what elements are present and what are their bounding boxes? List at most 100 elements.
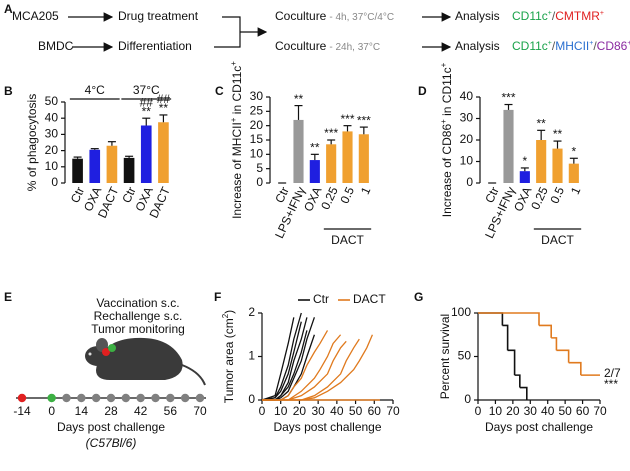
event-dot — [77, 393, 86, 403]
separator: / — [593, 39, 597, 53]
y-axis-label-part: in CD11c — [230, 66, 244, 118]
survival-step — [478, 312, 504, 326]
event-dot — [151, 393, 160, 403]
survival-step — [507, 349, 516, 376]
y-axis-label-part: ) — [222, 310, 236, 314]
line — [261, 317, 295, 401]
error-bar — [520, 167, 529, 172]
x-tick-label: 40 — [330, 404, 344, 418]
error-bar — [569, 157, 578, 164]
x-tick-label: 0 — [475, 404, 482, 418]
error-bar — [504, 103, 513, 110]
marker-sup: + — [548, 40, 552, 47]
workflow-arrows — [68, 12, 452, 52]
panel-label: G — [414, 290, 423, 304]
y-tick-label: 30 — [460, 111, 474, 125]
marker-name: CD11c — [512, 39, 548, 53]
event-dot — [91, 393, 101, 403]
x-tick-label: 42 — [134, 404, 148, 418]
y-axis-label-part: Increase of CD86 — [440, 124, 454, 218]
bar — [342, 131, 353, 183]
survival-step — [514, 374, 521, 388]
significance: * — [522, 154, 527, 168]
bar — [503, 109, 514, 183]
bar — [72, 158, 83, 183]
y-axis-label-part: Tumor area (cm — [222, 318, 236, 403]
error-bar — [125, 155, 134, 158]
x-tick-label: 0 — [259, 404, 266, 418]
x-tick-label: 0 — [48, 404, 55, 418]
bar — [106, 145, 118, 183]
group-label: 37°C — [133, 83, 160, 97]
y-tick-label: 10 — [45, 159, 59, 173]
condition: - 24h, 37°C — [329, 42, 380, 53]
error-bar — [310, 153, 319, 161]
y-tick-label: 30 — [250, 89, 264, 103]
bar — [519, 171, 530, 183]
bar — [568, 163, 579, 183]
marker-name: MHCII — [555, 39, 589, 53]
significance: ** — [536, 116, 546, 130]
y-axis-label: Increase of MHCII+ in CD11c+ — [229, 61, 245, 219]
coculture: Coculture - 24h, 37°C — [275, 39, 380, 53]
bar — [536, 140, 547, 183]
source: MCA205 — [12, 9, 59, 23]
x-tick-label: 50 — [558, 404, 572, 418]
error-bar — [327, 139, 336, 145]
marker-name: CD11c — [512, 9, 548, 23]
mouse-illustration — [85, 337, 206, 386]
legend-label: DACT — [353, 292, 386, 306]
y-axis-label-sup: + — [229, 61, 238, 66]
line — [262, 340, 347, 401]
marker-sup: + — [600, 10, 604, 17]
event-dot — [166, 393, 175, 403]
x-tick-label: 10 — [274, 404, 288, 418]
bar — [158, 122, 169, 183]
event-dot — [62, 393, 71, 403]
panel-label: B — [4, 84, 13, 98]
x-tick-label: 40 — [541, 404, 555, 418]
error-bar — [142, 117, 151, 126]
y-axis-label-part: Increase of MHCII — [230, 122, 244, 219]
significance: * — [571, 144, 576, 158]
coculture: Coculture - 4h, 37°C/4°C — [275, 9, 394, 23]
error-bar — [294, 104, 303, 120]
significance: *** — [501, 91, 515, 105]
panel-label: F — [214, 290, 221, 304]
x-tick-label: 30 — [524, 404, 538, 418]
significance: *** — [324, 126, 338, 140]
event-label: Tumor monitoring — [91, 322, 185, 336]
y-tick-label: 10 — [460, 154, 474, 168]
x-tick-label: 1 — [358, 184, 374, 196]
coculture-label: Coculture — [275, 9, 327, 23]
x-tick-label: -14 — [13, 404, 31, 418]
bar — [140, 125, 152, 183]
y-tick-label: 0 — [256, 175, 263, 189]
separator: / — [552, 9, 556, 23]
significance: ** — [553, 127, 563, 141]
event-dot — [17, 393, 27, 403]
bar — [326, 144, 337, 183]
x-axis-label: Days post challenge — [485, 420, 593, 434]
y-axis-label-part: % of phagocytosis — [25, 94, 39, 191]
y-tick-label: 0 — [51, 175, 58, 189]
error-bar — [343, 125, 352, 132]
y-tick-label: 0 — [248, 392, 255, 406]
event-label: Rechallenge s.c. — [94, 309, 183, 323]
y-axis-label: % of phagocytosis — [25, 94, 39, 191]
line — [262, 334, 342, 401]
event-dot — [195, 393, 205, 403]
x-tick-label: 60 — [368, 404, 382, 418]
line — [261, 321, 302, 401]
y-tick-label: 50 — [458, 349, 472, 363]
event-label: Vaccination s.c. — [96, 296, 179, 310]
x-tick-label: 10 — [489, 404, 503, 418]
step: Differentiation — [118, 39, 192, 53]
condition: - 4h, 37°C/4°C — [329, 12, 394, 23]
marker-name: CMTMR — [555, 9, 600, 23]
y-axis-label-part: in CD11c — [440, 67, 454, 119]
y-tick-label: 100 — [451, 305, 471, 319]
event-dot — [136, 393, 145, 403]
bar — [309, 160, 320, 183]
